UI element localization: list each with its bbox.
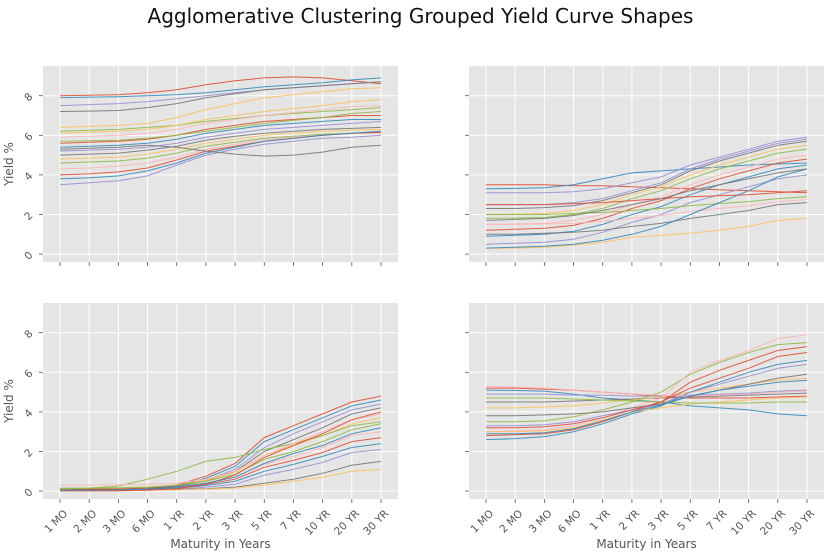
x-tick-label: 6 MO	[556, 508, 584, 536]
y-tick-label: 0	[22, 486, 35, 499]
series-line	[60, 427, 382, 491]
y-tick-label: 8	[22, 328, 35, 341]
x-tick-label: 3 YR	[220, 508, 245, 533]
series-line	[485, 334, 808, 433]
series-line	[485, 162, 808, 190]
x-tick-label: 3 MO	[527, 508, 555, 536]
y-tick-label: 4	[22, 407, 35, 420]
x-tick-label: 1 YR	[162, 508, 187, 533]
series-line	[59, 105, 382, 138]
series-line	[60, 437, 382, 490]
x-axis-label: Maturity in Years	[596, 537, 696, 551]
x-tick-label: 2 YR	[191, 508, 216, 533]
y-tick-label: 6	[22, 367, 35, 380]
series-line	[485, 174, 808, 245]
x-tick-label: 10 YR	[303, 508, 333, 538]
series-line	[486, 140, 808, 209]
y-tick-label: 0	[22, 249, 35, 262]
series-line	[485, 148, 808, 219]
panel-3: 0 2 4 6 8 1 MO 2 MO 3 MO 6 MO 1 YR 2 YR 3 YR 5 YR 7 Y…	[2, 303, 398, 551]
x-tick-label: 20 YR	[758, 508, 788, 538]
series-line	[486, 379, 808, 435]
y-tick-label: 8	[22, 91, 35, 104]
x-tick-label: 1 YR	[588, 508, 613, 533]
series-line	[485, 164, 808, 237]
series-line	[485, 144, 808, 215]
series-line	[59, 119, 381, 148]
series-line	[59, 120, 382, 152]
series-line	[59, 77, 382, 99]
x-tick-label: 1 MO	[42, 508, 70, 536]
series-line	[59, 128, 382, 160]
y-tick-label: 6	[22, 130, 35, 143]
series-line	[486, 363, 808, 427]
x-tick-label: 30 YR	[787, 508, 817, 538]
panel-2	[465, 66, 824, 266]
series-line	[485, 158, 808, 231]
chart-title: Agglomerative Clustering Grouped Yield C…	[147, 4, 694, 28]
series-line	[486, 202, 808, 235]
series-line	[59, 87, 382, 128]
y-tick-label: 4	[22, 170, 35, 183]
series-line	[486, 136, 808, 194]
series-line	[486, 342, 808, 423]
x-tick-label: 3 MO	[101, 508, 129, 536]
series-line	[59, 76, 382, 97]
panel-4: 1 MO 2 MO 3 MO 6 MO 1 YR 2 YR 3 YR 5 YR 7 YR 10 Y…	[465, 303, 824, 551]
plot-area	[43, 66, 398, 262]
series-line	[59, 111, 382, 142]
series-line	[486, 397, 807, 404]
series-line	[59, 81, 382, 112]
series-line	[486, 184, 808, 194]
series-line	[59, 107, 382, 132]
series-line	[486, 217, 808, 249]
series-line	[60, 413, 382, 486]
x-tick-label: 2 YR	[617, 508, 642, 533]
series-line	[486, 396, 808, 433]
x-tick-label: 3 YR	[646, 508, 671, 533]
series-line	[485, 154, 808, 225]
series-line	[59, 144, 382, 157]
series-line	[59, 421, 382, 490]
x-tick-label: 6 MO	[130, 508, 158, 536]
series-line	[59, 99, 382, 134]
series-line	[486, 389, 808, 397]
x-tick-label: 2 MO	[498, 508, 526, 536]
series-line	[486, 352, 808, 429]
x-tick-label: 2 MO	[72, 508, 100, 536]
x-tick-label: 10 YR	[729, 508, 759, 538]
x-tick-label: 20 YR	[332, 508, 362, 538]
series-line	[59, 126, 382, 156]
plot-area	[43, 303, 398, 499]
series-line	[486, 199, 808, 225]
x-tick-label: 30 YR	[361, 508, 391, 538]
series-line	[485, 385, 808, 397]
series-line	[486, 196, 808, 215]
x-tick-label: 1 MO	[468, 508, 496, 536]
series-line	[60, 423, 382, 489]
y-axis-label: Yield %	[2, 379, 16, 424]
x-tick-label: 5 YR	[249, 508, 274, 533]
y-tick-label: 2	[22, 210, 35, 223]
series-line	[485, 168, 808, 221]
x-axis-label: Maturity in Years	[170, 537, 270, 551]
x-tick-label: 7 YR	[704, 508, 729, 533]
series-line	[485, 168, 808, 249]
series-line	[59, 131, 382, 164]
y-tick-label: 2	[22, 447, 35, 460]
panel-1: 0 2 4 6 8 Yield %	[2, 66, 398, 266]
x-tick-label: 5 YR	[675, 508, 700, 533]
x-tick-label: 7 YR	[278, 508, 303, 533]
series-line	[59, 130, 382, 180]
y-axis-label: Yield %	[2, 142, 16, 187]
series-line	[486, 190, 808, 206]
